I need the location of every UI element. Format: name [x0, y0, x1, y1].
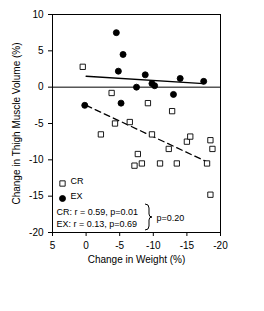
svg-text:-5: -5 — [35, 118, 44, 129]
svg-text:-10: -10 — [146, 240, 161, 251]
svg-text:5: 5 — [38, 45, 44, 56]
svg-text:-5: -5 — [115, 240, 124, 251]
svg-text:EX: EX — [71, 191, 83, 201]
svg-text:10: 10 — [32, 9, 44, 20]
svg-text:CR: r = 0.59, p=0.01: CR: r = 0.59, p=0.01 — [57, 207, 139, 217]
svg-text:0: 0 — [83, 240, 89, 251]
svg-text:-15: -15 — [29, 190, 44, 201]
svg-text:-20: -20 — [29, 227, 44, 238]
svg-text:-20: -20 — [213, 240, 228, 251]
svg-text:0: 0 — [38, 81, 44, 92]
svg-text:-10: -10 — [29, 154, 44, 165]
svg-text:Change in Thigh Muscle Volume: Change in Thigh Muscle Volume (%) — [11, 42, 22, 204]
svg-text:5: 5 — [50, 240, 56, 251]
svg-text:-15: -15 — [180, 240, 195, 251]
svg-text:CR: CR — [71, 176, 84, 186]
svg-text:EX: r = 0.13, p=0.69: EX: r = 0.13, p=0.69 — [57, 219, 138, 229]
svg-text:Change in Weight (%): Change in Weight (%) — [88, 254, 186, 265]
svg-text:p=0.20: p=0.20 — [157, 213, 185, 223]
